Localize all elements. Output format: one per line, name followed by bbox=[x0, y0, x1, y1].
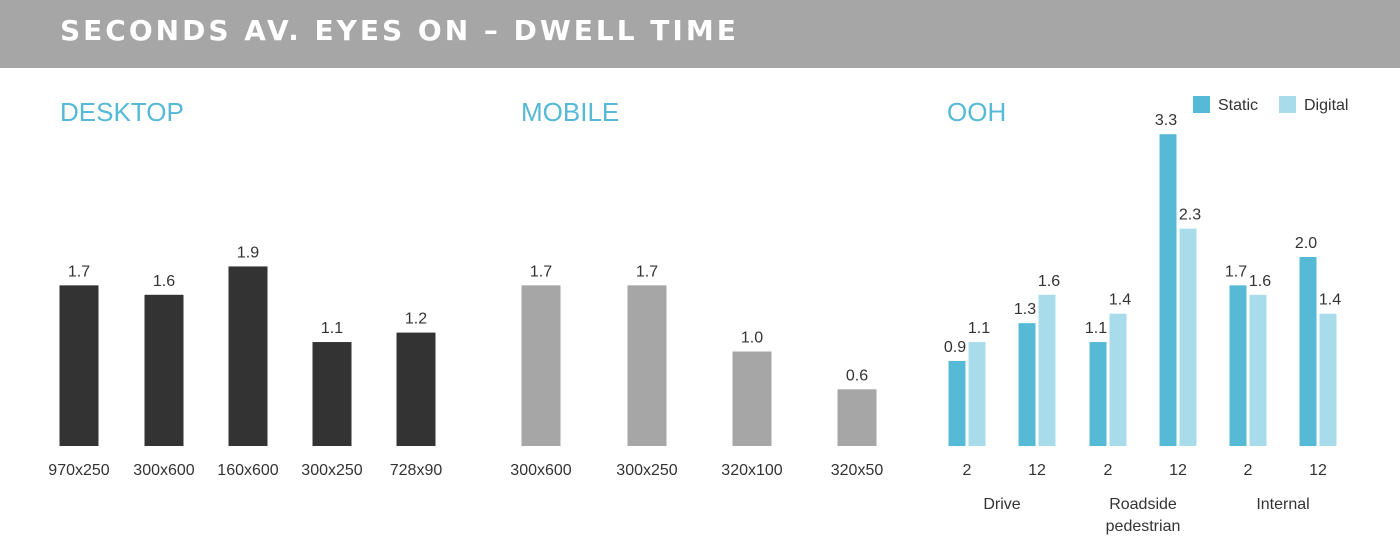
mobile-bar bbox=[521, 285, 561, 446]
mobile-bar bbox=[837, 389, 877, 446]
ooh-tick-label: 2 bbox=[1244, 462, 1253, 479]
ooh-digital-bar bbox=[1179, 228, 1197, 446]
legend-item-static: Static bbox=[1193, 96, 1258, 116]
desktop-bar bbox=[59, 285, 99, 446]
mobile-bar bbox=[732, 351, 772, 446]
ooh-group-label: Internal bbox=[1256, 496, 1309, 513]
ooh-static-bar bbox=[1159, 134, 1177, 446]
ooh-tick-label: 2 bbox=[1104, 462, 1113, 479]
desktop-bar bbox=[144, 294, 184, 446]
ooh-static-bar bbox=[1299, 257, 1317, 446]
mobile-panel-title: MOBILE bbox=[521, 97, 620, 127]
ooh-static-value-label: 1.1 bbox=[1085, 320, 1107, 337]
legend-swatch-digital bbox=[1279, 96, 1296, 113]
mobile-value-label: 1.0 bbox=[741, 330, 763, 347]
ooh-digital-value-label: 1.6 bbox=[1249, 273, 1271, 290]
ooh-tick-label: 12 bbox=[1309, 462, 1327, 479]
ooh-panel-title: OOH bbox=[947, 97, 1007, 127]
legend-swatch-static bbox=[1193, 96, 1210, 113]
desktop-bar bbox=[228, 266, 268, 446]
ooh-group-label: pedestrian bbox=[1106, 518, 1181, 535]
ooh-static-value-label: 1.3 bbox=[1014, 301, 1036, 318]
desktop-value-label: 1.6 bbox=[153, 273, 175, 290]
desktop-bar bbox=[396, 332, 436, 446]
desktop-tick-label: 728x90 bbox=[390, 462, 443, 479]
ooh-tick-label: 2 bbox=[963, 462, 972, 479]
legend-item-digital: Digital bbox=[1279, 96, 1348, 116]
ooh-static-value-label: 0.9 bbox=[944, 339, 966, 356]
ooh-static-value-label: 1.7 bbox=[1225, 263, 1247, 280]
ooh-static-bar bbox=[1018, 323, 1036, 446]
ooh-static-value-label: 3.3 bbox=[1155, 112, 1177, 129]
mobile-tick-label: 300x250 bbox=[616, 462, 677, 479]
desktop-value-label: 1.1 bbox=[321, 320, 343, 337]
ooh-static-value-label: 2.0 bbox=[1295, 235, 1317, 252]
desktop-tick-label: 160x600 bbox=[217, 462, 278, 479]
desktop-panel-title: DESKTOP bbox=[60, 97, 184, 127]
desktop-bar bbox=[312, 342, 352, 446]
ooh-digital-value-label: 1.1 bbox=[968, 320, 990, 337]
ooh-digital-bar bbox=[1109, 313, 1127, 446]
legend-label-digital: Digital bbox=[1304, 97, 1349, 114]
ooh-static-bar bbox=[1089, 342, 1107, 446]
ooh-digital-bar bbox=[968, 342, 986, 446]
mobile-value-label: 0.6 bbox=[846, 367, 868, 384]
ooh-digital-bar bbox=[1038, 294, 1056, 446]
ooh-group-label: Roadside bbox=[1109, 496, 1177, 513]
mobile-tick-label: 300x600 bbox=[510, 462, 571, 479]
ooh-digital-bar bbox=[1249, 294, 1267, 446]
ooh-group-label: Drive bbox=[983, 496, 1020, 513]
ooh-digital-value-label: 1.6 bbox=[1038, 273, 1060, 290]
desktop-value-label: 1.7 bbox=[68, 263, 90, 280]
header-bar: SECONDS AV. EYES ON – DWELL TIME bbox=[0, 0, 1400, 68]
ooh-digital-value-label: 2.3 bbox=[1179, 207, 1201, 224]
ooh-static-bar bbox=[1229, 285, 1247, 446]
mobile-tick-label: 320x100 bbox=[721, 462, 782, 479]
desktop-tick-label: 300x250 bbox=[301, 462, 362, 479]
page-title: SECONDS AV. EYES ON – DWELL TIME bbox=[60, 14, 739, 47]
mobile-value-label: 1.7 bbox=[636, 263, 658, 280]
desktop-value-label: 1.9 bbox=[237, 244, 259, 261]
mobile-tick-label: 320x50 bbox=[831, 462, 884, 479]
ooh-static-bar bbox=[948, 360, 966, 446]
desktop-value-label: 1.2 bbox=[405, 311, 427, 328]
ooh-tick-label: 12 bbox=[1028, 462, 1046, 479]
desktop-tick-label: 300x600 bbox=[133, 462, 194, 479]
ooh-digital-value-label: 1.4 bbox=[1319, 292, 1341, 309]
ooh-digital-value-label: 1.4 bbox=[1109, 292, 1131, 309]
ooh-tick-label: 12 bbox=[1169, 462, 1187, 479]
legend-label-static: Static bbox=[1218, 97, 1259, 114]
ooh-digital-bar bbox=[1319, 313, 1337, 446]
mobile-value-label: 1.7 bbox=[530, 263, 552, 280]
desktop-tick-label: 970x250 bbox=[48, 462, 109, 479]
mobile-bar bbox=[627, 285, 667, 446]
